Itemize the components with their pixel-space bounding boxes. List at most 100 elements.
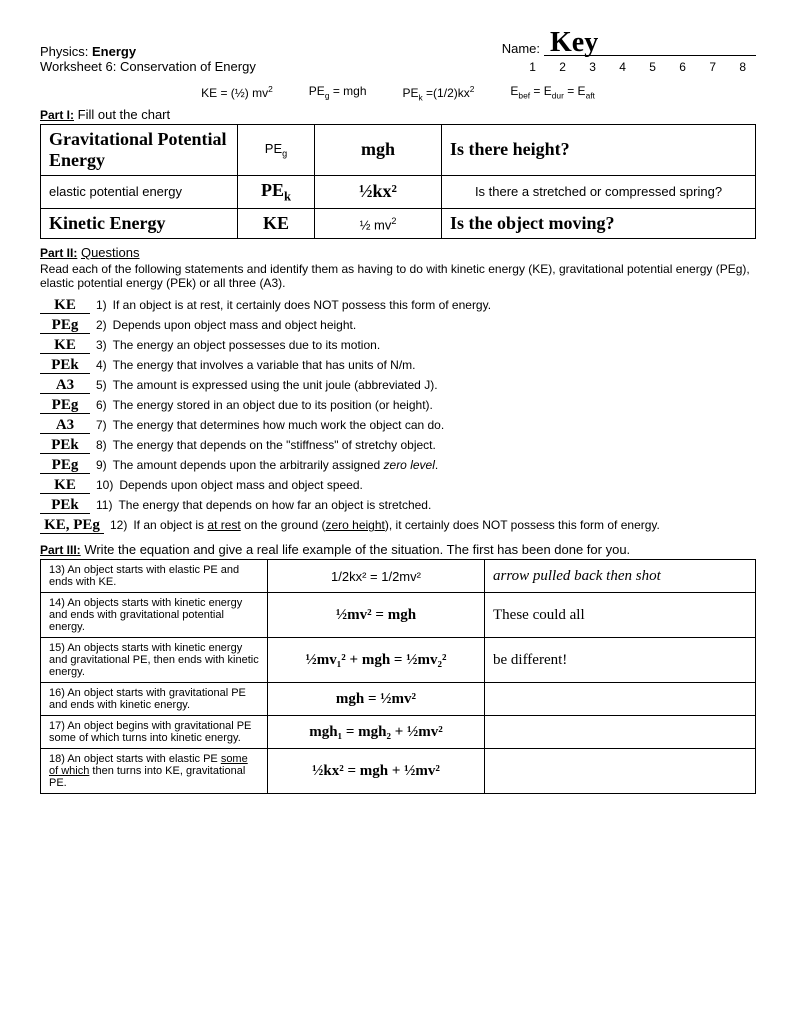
question-text: The energy an object possesses due to it… [113, 338, 381, 352]
question-number: 10) [96, 478, 113, 492]
table-row: 18) An object starts with elastic PE som… [41, 749, 756, 794]
question-item: PEk 8) The energy that depends on the "sti… [40, 438, 756, 454]
header: Physics: Physics: EnergyEnergy Worksheet… [40, 30, 756, 74]
part2-header: Part II: Questions [40, 245, 756, 260]
question-number: 8) [96, 438, 107, 452]
answer-blank: A3 [40, 378, 90, 394]
equation-cell: ½mv₁² + mgh = ½mv₂² [268, 638, 485, 683]
part2-instruction: Read each of the following statements an… [40, 262, 756, 290]
scenario-cell: 15) An objects starts with kinetic energ… [41, 638, 268, 683]
question-number: 12) [110, 518, 127, 532]
example-cell [485, 716, 756, 749]
answer-blank: KE, PEg [40, 518, 104, 534]
part1-chart: Gravitational Potential Energy PEg mgh I… [40, 124, 756, 240]
answer-blank: PEk [40, 358, 90, 374]
cell: KE [238, 209, 315, 239]
equation-cell: ½mv² = mgh [268, 593, 485, 638]
table-row: 17) An object begins with gravitational … [41, 716, 756, 749]
table-row: 15) An objects starts with kinetic energ… [41, 638, 756, 683]
equation-cell: mgh₁ = mgh₂ + ½mv² [268, 716, 485, 749]
name-numbers: Name: Key 1 2 3 4 5 6 7 8 [502, 30, 756, 74]
question-text: The energy that involves a variable that… [113, 358, 416, 372]
answer-blank: PEk [40, 498, 90, 514]
answer-blank: A3 [40, 418, 90, 434]
answer-blank: KE [40, 338, 90, 354]
formula-peg: PEg = mgh [309, 84, 367, 102]
scenario-cell: 16) An object starts with gravitational … [41, 683, 268, 716]
equation-cell: 1/2kx² = 1/2mv² [268, 560, 485, 593]
scenario-cell: 18) An object starts with elastic PE som… [41, 749, 268, 794]
question-text: The amount is expressed using the unit j… [113, 378, 438, 392]
cell: Is there height? [442, 124, 756, 175]
question-number: 7) [96, 418, 107, 432]
question-item: PEg 9) The amount depends upon the arbitra… [40, 458, 756, 474]
name-label: Name: [502, 41, 540, 56]
question-number: 6) [96, 398, 107, 412]
question-number: 4) [96, 358, 107, 372]
cell: elastic potential energy [41, 175, 238, 209]
table-row: Gravitational Potential Energy PEg mgh I… [41, 124, 756, 175]
question-text: If an object is at rest, it certainly do… [113, 298, 491, 312]
scenario-cell: 13) An object starts with elastic PE and… [41, 560, 268, 593]
question-text: The energy stored in an object due to it… [113, 398, 433, 412]
course-title: Physics: Physics: EnergyEnergy [40, 44, 256, 59]
question-text: The energy that depends on how far an ob… [118, 498, 431, 512]
part3-table: 13) An object starts with elastic PE and… [40, 559, 756, 794]
answer-blank: PEg [40, 398, 90, 414]
question-text: The energy that depends on the "stiffnes… [113, 438, 436, 452]
question-number: 3) [96, 338, 107, 352]
table-row: 13) An object starts with elastic PE and… [41, 560, 756, 593]
question-item: PEk 4) The energy that involves a variable… [40, 358, 756, 374]
period-numbers: 1 2 3 4 5 6 7 8 [502, 60, 756, 74]
question-number: 2) [96, 318, 107, 332]
table-row: Kinetic Energy KE ½ mv2 Is the object mo… [41, 209, 756, 239]
scenario-cell: 17) An object begins with gravitational … [41, 716, 268, 749]
name-value: Key [544, 30, 756, 56]
question-item: PEk 11) The energy that depends on how far… [40, 498, 756, 514]
question-item: KE 10) Depends upon object mass and object… [40, 478, 756, 494]
question-text: The energy that determines how much work… [113, 418, 445, 432]
question-item: A3 7) The energy that determines how much … [40, 418, 756, 434]
part3-header: Part III: Write the equation and give a … [40, 542, 756, 557]
scenario-cell: 14) An objects starts with kinetic energ… [41, 593, 268, 638]
cell: Gravitational Potential Energy [41, 124, 238, 175]
question-text: The amount depends upon the arbitrarily … [113, 458, 439, 472]
example-cell [485, 683, 756, 716]
cell: PEk [238, 175, 315, 209]
question-item: A35)The amount is expressed using the un… [40, 378, 756, 394]
table-row: 16) An object starts with gravitational … [41, 683, 756, 716]
cell: Is the object moving? [442, 209, 756, 239]
worksheet-title: Worksheet 6: Conservation of Energy [40, 59, 256, 74]
question-number: 1) [96, 298, 107, 312]
question-text: Depends upon object mass and object heig… [113, 318, 357, 332]
answer-blank: PEk [40, 438, 90, 454]
example-cell: These could all [485, 593, 756, 638]
answer-blank: PEg [40, 458, 90, 474]
cell: mgh [315, 124, 442, 175]
part1-header: Part I: Fill out the chart [40, 107, 756, 122]
question-item: PEg 6) The energy stored in an object due … [40, 398, 756, 414]
question-item: KE, PEg 12) If an object is at rest on the… [40, 518, 756, 534]
formula-pek: PEk =(1/2)kx2 [403, 84, 475, 102]
equation-cell: mgh = ½mv² [268, 683, 485, 716]
cell: Kinetic Energy [41, 209, 238, 239]
question-number: 11) [96, 498, 112, 512]
answer-blank: PEg [40, 318, 90, 334]
answer-blank: KE [40, 298, 90, 314]
answer-blank: KE [40, 478, 90, 494]
example-cell: be different! [485, 638, 756, 683]
question-item: PEg 2) Depends upon object mass and object… [40, 318, 756, 334]
question-item: KE 1) If an object is at rest, it certainl… [40, 298, 756, 314]
example-cell [485, 749, 756, 794]
table-row: 14) An objects starts with kinetic energ… [41, 593, 756, 638]
equation-cell: ½kx² = mgh + ½mv² [268, 749, 485, 794]
question-number: 9) [96, 458, 107, 472]
formula-ke: KE = (½) mv2 [201, 84, 273, 102]
cell: ½kx² [315, 175, 442, 209]
question-item: KE 3) The energy an object possesses due t… [40, 338, 756, 354]
formula-ebef: Ebef = Edur = Eaft [510, 84, 594, 102]
formula-row: KE = (½) mv2 PEg = mgh PEk =(1/2)kx2 Ebe… [40, 84, 756, 102]
table-row: elastic potential energy PEk ½kx² Is the… [41, 175, 756, 209]
question-text: Depends upon object mass and object spee… [119, 478, 363, 492]
question-text: If an object is at rest on the ground (z… [133, 518, 660, 532]
